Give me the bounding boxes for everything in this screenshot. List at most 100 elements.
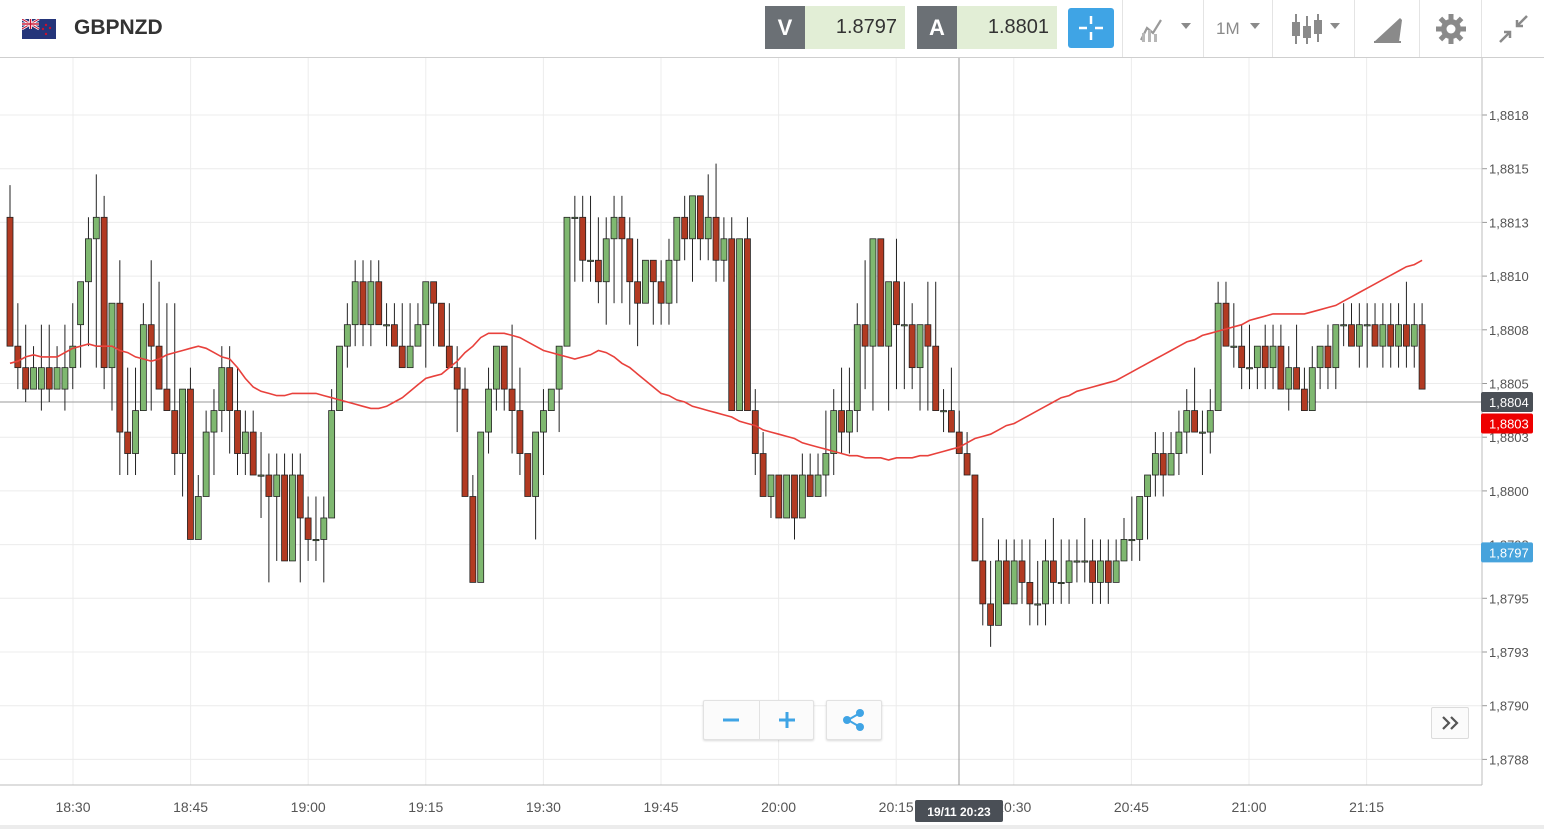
- scroll-to-latest-button[interactable]: [1431, 707, 1469, 739]
- candle-body: [1112, 560, 1120, 583]
- candle-body: [1057, 581, 1065, 584]
- timeframe-button[interactable]: 1M: [1203, 0, 1272, 57]
- candle-body: [116, 302, 124, 433]
- candle-body: [1136, 496, 1144, 540]
- candle-body: [1324, 345, 1332, 369]
- y-tick-label: 1,8788: [1489, 752, 1529, 767]
- share-icon: [843, 709, 864, 731]
- y-tick-label: 1,8800: [1489, 484, 1529, 499]
- crosshair-button[interactable]: [1068, 8, 1114, 48]
- candle-body: [869, 238, 877, 347]
- y-tick-label: 1,8810: [1489, 269, 1529, 284]
- candle-body: [594, 259, 602, 283]
- price-tag: [1481, 413, 1533, 434]
- candle-body: [492, 345, 500, 390]
- candle-body: [289, 474, 296, 562]
- candle-body: [1246, 367, 1253, 370]
- candle-body: [422, 281, 430, 326]
- candle-body: [1332, 324, 1340, 369]
- candle-body: [1222, 302, 1230, 347]
- zoom-in-button[interactable]: [759, 701, 814, 739]
- drawing-tools-button[interactable]: [1354, 0, 1419, 57]
- price-tag-label: 1,8803: [1489, 416, 1529, 431]
- chart-type-icon: [1140, 19, 1191, 42]
- zoom-out-button[interactable]: [704, 701, 758, 739]
- sell-label[interactable]: V: [765, 6, 805, 49]
- candle-body: [995, 560, 1002, 626]
- candle-body: [14, 345, 22, 369]
- candle-body: [398, 345, 406, 369]
- candle-body: [328, 410, 336, 519]
- candle-body: [477, 431, 485, 583]
- x-tick-label: 20:15: [879, 799, 914, 815]
- sell-price[interactable]: 1.8797: [805, 6, 905, 49]
- candle-body: [218, 367, 226, 411]
- candle-body: [602, 238, 610, 283]
- candle-body: [53, 367, 61, 390]
- chart-type-button[interactable]: [1122, 0, 1203, 57]
- candle-body: [610, 216, 618, 240]
- candle-body: [955, 431, 963, 454]
- candle-body: [1010, 560, 1018, 605]
- y-tick-label: 1,8790: [1489, 699, 1529, 714]
- candle-body: [877, 238, 885, 347]
- candle-body: [1034, 603, 1042, 606]
- candle-body: [689, 195, 696, 240]
- price-tag: [1481, 392, 1533, 412]
- minus-icon: [723, 718, 739, 722]
- candle-body: [798, 474, 806, 519]
- candle-body: [100, 216, 108, 369]
- candle-body: [1340, 324, 1348, 327]
- candle-body: [861, 324, 869, 347]
- flag-icon: [22, 19, 56, 39]
- candle-body: [414, 324, 422, 347]
- buy-label[interactable]: A: [917, 6, 957, 49]
- candle-body: [438, 302, 445, 347]
- x-tick-label: 21:00: [1231, 799, 1266, 815]
- candle-body: [1403, 324, 1410, 347]
- candle-body: [940, 410, 947, 413]
- candle-body: [1387, 324, 1395, 347]
- candle-body: [406, 345, 414, 369]
- candle-body: [1238, 345, 1246, 369]
- candle-body: [924, 324, 932, 347]
- candle-body: [900, 324, 908, 327]
- candle-body: [987, 603, 995, 626]
- settings-button[interactable]: [1419, 0, 1481, 57]
- candle-body: [30, 367, 37, 390]
- candle-body: [1214, 302, 1222, 411]
- buy-price[interactable]: 1.8801: [957, 6, 1057, 49]
- candle-body: [265, 474, 273, 497]
- candle-body: [69, 345, 77, 369]
- candle-body: [1261, 345, 1269, 369]
- candle-body: [563, 216, 571, 347]
- candle-body: [383, 324, 390, 327]
- candle-style-button[interactable]: [1272, 0, 1354, 57]
- candle-body: [210, 410, 218, 433]
- candle-body: [1002, 560, 1010, 605]
- collapse-button[interactable]: [1481, 0, 1544, 57]
- candle-body: [194, 496, 202, 540]
- candle-body: [767, 474, 775, 497]
- candle-body: [720, 238, 728, 261]
- y-tick-label: 1,8815: [1489, 162, 1529, 177]
- price-tag-label: 1,8804: [1489, 395, 1529, 410]
- candle-body: [351, 281, 359, 326]
- candle-body: [822, 453, 830, 476]
- candle-body: [1151, 453, 1159, 476]
- candle-body: [1199, 431, 1206, 434]
- candle-body: [1073, 560, 1081, 563]
- candle-body: [132, 410, 139, 454]
- y-tick-label: 1,8805: [1489, 377, 1529, 392]
- candle-body: [375, 281, 383, 326]
- x-tick-label: 18:30: [55, 799, 90, 815]
- x-tick-label: 19:30: [526, 799, 561, 815]
- y-tick-label: 1,8818: [1489, 108, 1529, 123]
- crosshair-icon: [1079, 16, 1103, 40]
- candle-body: [524, 453, 532, 497]
- candle-body: [1285, 367, 1293, 390]
- share-button[interactable]: [826, 700, 882, 740]
- candle-body: [634, 281, 641, 304]
- candle-body: [226, 367, 234, 411]
- scrollbar-track[interactable]: [0, 825, 1544, 829]
